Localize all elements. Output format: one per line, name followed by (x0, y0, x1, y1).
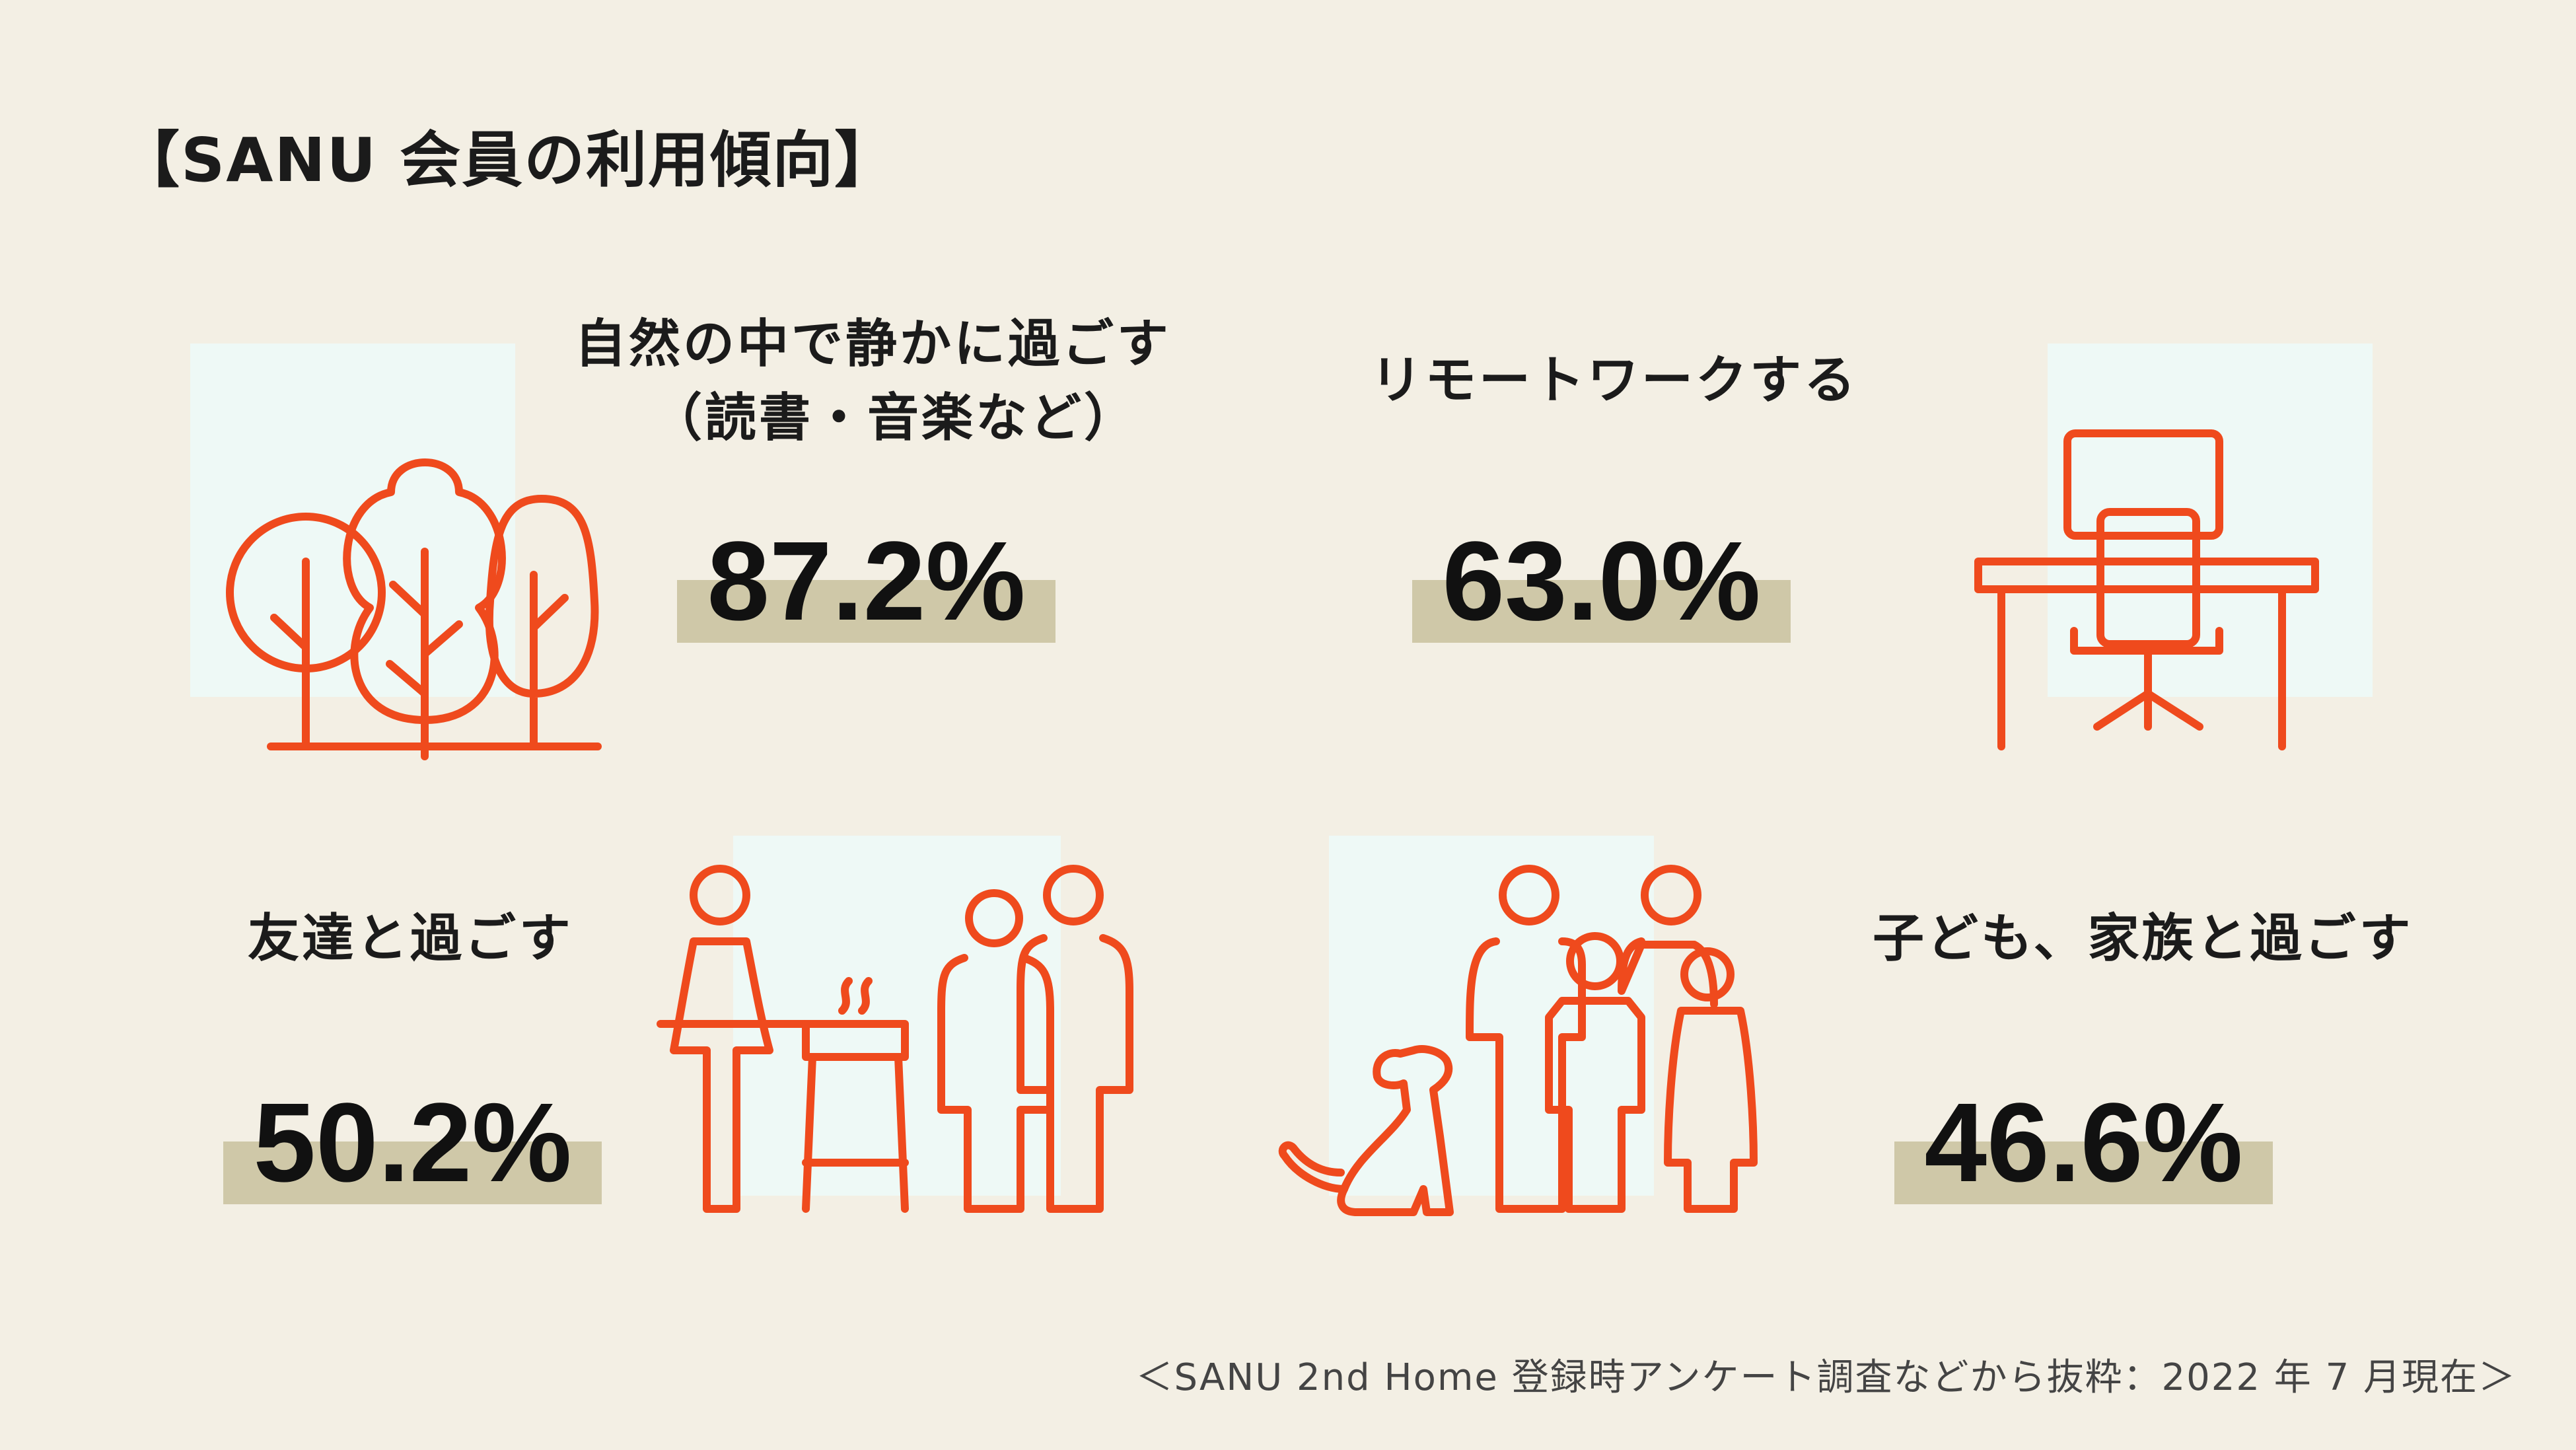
value-band (677, 580, 1055, 643)
source-note: ＜SANU 2nd Home 登録時アンケート調査などから抜粋：2022 年 7… (1135, 1356, 2517, 1399)
item-label-friends: 友達と過ごす (248, 909, 573, 968)
value-friends: 50.2% (253, 1080, 572, 1206)
item-label-family: 子ども、家族と過ごす (1873, 909, 2414, 968)
friends-bbq-icon (657, 865, 1133, 1213)
trees-icon (226, 458, 602, 760)
family-dog-icon (1278, 865, 1758, 1216)
value-family: 46.6% (1924, 1080, 2243, 1206)
item-label-remote-work: リモートワークする (1371, 351, 1859, 410)
value-remote-work: 63.0% (1442, 519, 1761, 644)
value-nature: 87.2% (707, 519, 1026, 644)
page-title: 【SANU 会員の利用傾向】 (119, 125, 897, 196)
desk-chair-icon (1974, 429, 2319, 750)
item-label-nature: 自然の中で静かに過ごす （読書・音楽など） (575, 314, 1171, 448)
value-band (1894, 1142, 2273, 1204)
value-band (1412, 580, 1791, 643)
value-band (223, 1142, 602, 1204)
